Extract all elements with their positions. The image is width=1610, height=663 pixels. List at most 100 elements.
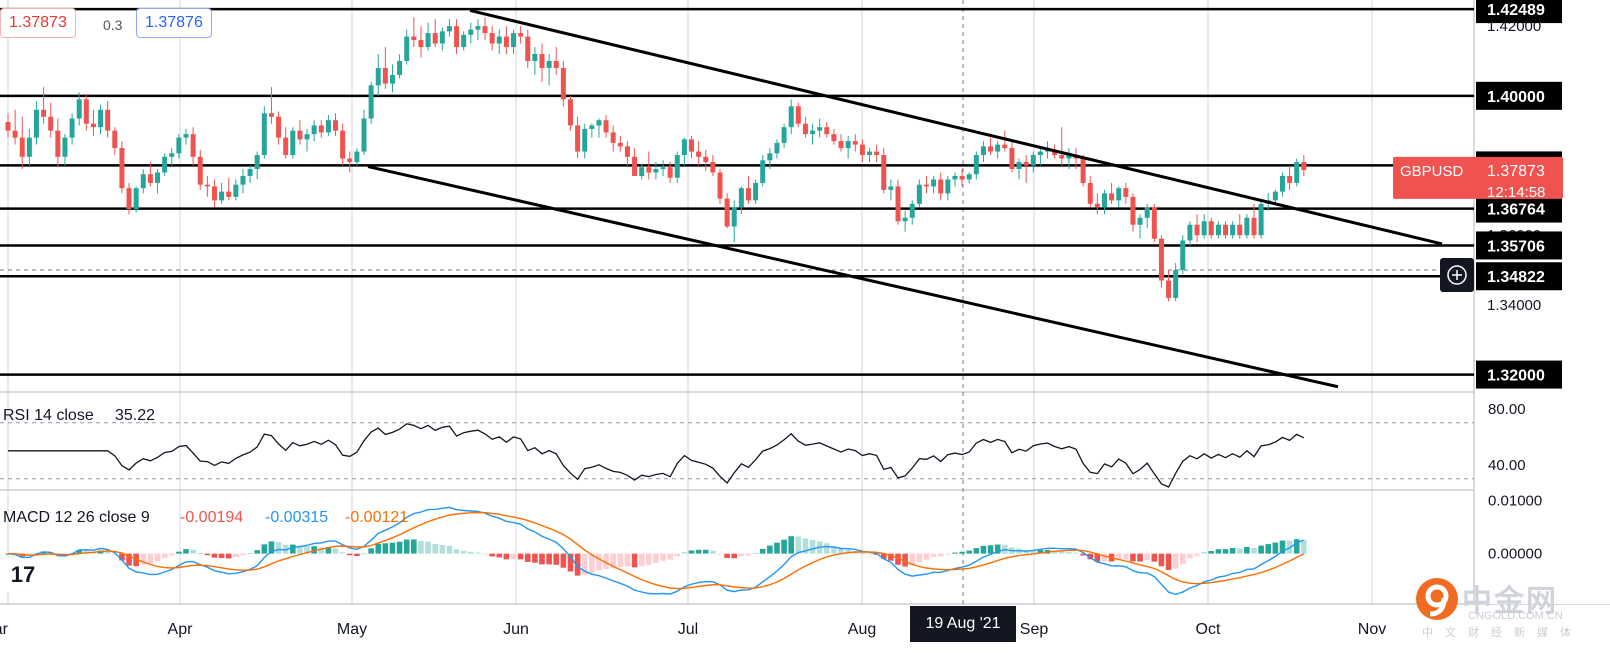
macd-histogram-bar	[225, 553, 232, 559]
candle-body	[738, 188, 744, 208]
macd-tick-label: 0.00000	[1488, 546, 1542, 563]
macd-legend-hist: -0.00194	[180, 509, 243, 526]
candle-body	[696, 151, 702, 157]
macd-histogram-bar	[660, 553, 666, 561]
candle-body	[1251, 217, 1257, 236]
macd-histogram-bar	[496, 553, 503, 558]
macd-histogram-bar	[1201, 552, 1207, 554]
macd-histogram-bar	[1094, 553, 1101, 562]
signal-line	[7, 511, 1305, 590]
candle-body	[62, 137, 68, 157]
macd-histogram-bar	[254, 550, 260, 554]
add-alert-button[interactable]	[1440, 258, 1474, 292]
candle-body	[1080, 158, 1086, 183]
candle-body	[347, 158, 353, 163]
candle-body	[1023, 162, 1029, 166]
macd-histogram-bar	[930, 553, 937, 558]
tradingview-logo[interactable]: 17	[2, 558, 44, 592]
candle-body	[753, 182, 759, 201]
candle-body	[311, 125, 317, 135]
candle-body	[518, 33, 524, 37]
macd-line	[7, 506, 1305, 596]
candle-body	[304, 134, 310, 140]
macd-histogram-bar	[154, 553, 161, 562]
candle-body	[183, 134, 189, 138]
level-price-tag	[1476, 81, 1562, 110]
macd-histogram-bar	[432, 543, 438, 554]
price-axis: 1.420001.400001.380001.360001.340001.320…	[1393, 0, 1610, 604]
month-label: Nov	[1358, 621, 1386, 638]
candle-body	[26, 137, 32, 157]
macd-histogram-bar	[1187, 553, 1193, 559]
symbol-label: GBPUSD	[1400, 163, 1464, 180]
macd-histogram-bar	[1265, 544, 1272, 554]
watermark-logo-icon	[1416, 578, 1458, 620]
candle-body	[1173, 270, 1179, 298]
macd-histogram-bar	[1066, 551, 1072, 554]
candle-body	[589, 125, 595, 129]
candle-body	[439, 31, 445, 44]
buy-price-button[interactable]: 1.37876	[136, 8, 212, 38]
candle-body	[261, 113, 267, 156]
candle-body	[162, 156, 168, 173]
macd-histogram-bar	[688, 550, 695, 554]
macd-histogram-bar	[1222, 549, 1229, 554]
macd-histogram-bar	[809, 539, 816, 554]
macd-histogram-bar	[574, 553, 581, 576]
candle-body	[240, 175, 246, 185]
macd-histogram-bar	[475, 552, 481, 554]
macd-histogram-bar	[1158, 553, 1165, 567]
candle-body	[546, 60, 552, 68]
candle-body	[1116, 188, 1122, 201]
macd-histogram-bar	[482, 553, 488, 555]
candle-body	[1208, 221, 1214, 236]
candle-body	[945, 179, 951, 194]
candle-body	[667, 167, 673, 178]
candle-body	[681, 139, 687, 156]
macd-histogram-bar	[695, 549, 702, 554]
candle-body	[290, 130, 296, 156]
spread-value: 0.3	[103, 17, 123, 33]
candle-body	[1294, 162, 1300, 183]
macd-pane	[5, 506, 1307, 596]
macd-histogram-bar	[624, 553, 631, 567]
candle-body	[354, 151, 360, 163]
candle-body	[112, 130, 118, 149]
macd-histogram-bar	[966, 550, 972, 554]
level-price-label: 1.32000	[1487, 368, 1545, 385]
candle-body	[980, 146, 986, 156]
macd-histogram-bar	[745, 553, 752, 556]
macd-histogram-bar	[468, 551, 474, 554]
candle-body	[1130, 196, 1136, 225]
month-label: Jun	[503, 621, 529, 638]
candle-body	[5, 121, 11, 131]
macd-histogram-bar	[838, 548, 844, 554]
candle-body	[1279, 175, 1285, 192]
candle-body	[582, 128, 588, 152]
level-price-label: 1.42489	[1487, 2, 1545, 19]
candle-body	[852, 141, 858, 145]
macd-histogram-bar	[596, 553, 602, 571]
indicator-legends: RSI 14 close 35.22 MACD 12 26 close 9 -0.00…	[3, 407, 408, 526]
candle-body	[731, 207, 737, 227]
macd-histogram-bar	[168, 553, 175, 556]
candle-body	[931, 179, 937, 187]
macd-histogram-bar	[489, 553, 495, 557]
candle-body	[1230, 224, 1236, 236]
candle-body	[90, 123, 96, 128]
macd-histogram-bar	[546, 553, 552, 565]
macd-histogram-bar	[503, 553, 510, 560]
sell-price-button[interactable]: 1.37873	[0, 8, 76, 38]
macd-histogram-bar	[1080, 553, 1086, 556]
macd-histogram-bar	[382, 543, 389, 554]
macd-histogram-bar	[532, 553, 538, 563]
candle-body	[610, 132, 616, 143]
macd-histogram-bar	[304, 546, 310, 554]
candle-body	[1002, 144, 1008, 149]
candle-body	[318, 125, 324, 133]
candle-body	[867, 151, 873, 156]
candle-body	[190, 134, 196, 157]
time-axis: Mar Apr May Jun Jul Aug Sep Oct Nov	[0, 605, 1610, 663]
candle-body	[233, 184, 239, 197]
